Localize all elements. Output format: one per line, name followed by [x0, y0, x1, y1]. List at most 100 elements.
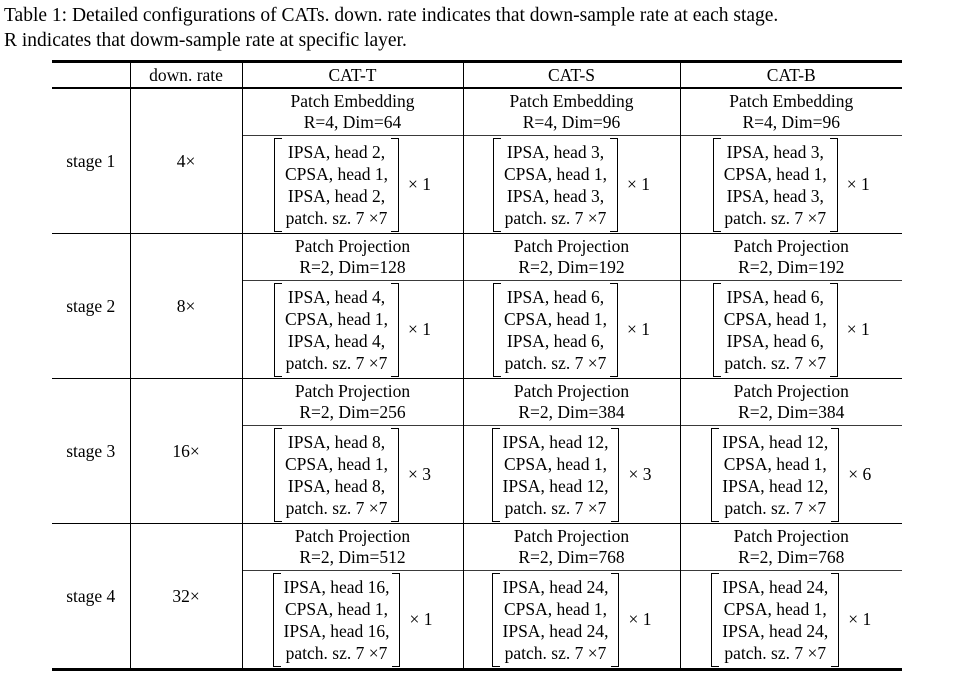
block-line: CPSA, head 1,	[284, 598, 389, 619]
repeat-multiplier: × 3	[628, 464, 652, 484]
block-line: patch. sz. 7 ×7	[285, 352, 388, 373]
config-cell-inner: Patch Projection R=2, Dim=128 IPSA, head…	[242, 234, 463, 378]
patch-layer-name: Patch Projection	[733, 526, 849, 546]
patch-layer-name: Patch Projection	[513, 381, 630, 401]
config-cell-stage2-cat-s: Patch Projection R=2, Dim=192 IPSA, head…	[462, 233, 680, 379]
attention-block: IPSA, head 6, CPSA, head 1, IPSA, head 6…	[464, 281, 680, 378]
block-line: IPSA, head 3,	[726, 141, 824, 162]
col-header-cat-b: CAT-B	[679, 61, 902, 89]
config-cell-inner: Patch Projection R=2, Dim=512 IPSA, head…	[242, 524, 463, 668]
block-line: IPSA, head 8,	[287, 431, 386, 452]
table-row-stage-3: stage 3 16× Patch Projection R=2, Dim=25…	[52, 378, 902, 524]
patch-layer-params: R=2, Dim=192	[518, 256, 625, 277]
repeat-multiplier: × 1	[408, 174, 432, 194]
config-cell-inner: Patch Projection R=2, Dim=384 IPSA, head…	[463, 379, 680, 523]
patch-layer-name: Patch Projection	[294, 381, 411, 401]
bracket-matrix: IPSA, head 2, CPSA, head 1, IPSA, head 2…	[273, 137, 400, 232]
block-line: IPSA, head 24,	[722, 620, 829, 641]
block-line: CPSA, head 1,	[723, 598, 827, 619]
bracket-matrix: IPSA, head 3, CPSA, head 1, IPSA, head 3…	[492, 137, 619, 232]
config-cell-inner: Patch Projection R=2, Dim=192 IPSA, head…	[463, 234, 680, 378]
block-line: patch. sz. 7 ×7	[724, 642, 827, 663]
block-line: IPSA, head 2,	[287, 185, 386, 206]
patch-layer-params: R=4, Dim=96	[742, 111, 841, 132]
patch-layer-name: Patch Projection	[294, 526, 411, 546]
patch-layer-name: Patch Embedding	[290, 91, 415, 111]
patch-layer-name: Patch Projection	[513, 236, 630, 256]
block-line: patch. sz. 7 ×7	[724, 497, 827, 518]
repeat-multiplier: × 6	[848, 464, 872, 484]
block-line: CPSA, head 1,	[723, 308, 827, 329]
patch-layer-params: R=4, Dim=64	[303, 111, 402, 132]
patch-layer-name: Patch Projection	[513, 526, 630, 546]
block-line: IPSA, head 3,	[506, 185, 605, 206]
attention-block: IPSA, head 3, CPSA, head 1, IPSA, head 3…	[681, 136, 903, 233]
block-line: CPSA, head 1,	[723, 453, 827, 474]
repeat-multiplier: × 1	[846, 174, 870, 194]
block-line: CPSA, head 1,	[284, 308, 389, 329]
attention-block: IPSA, head 12, CPSA, head 1, IPSA, head …	[464, 426, 680, 523]
attention-block: IPSA, head 4, CPSA, head 1, IPSA, head 4…	[243, 281, 463, 378]
block-line: CPSA, head 1,	[503, 453, 608, 474]
repeat-multiplier: × 1	[628, 609, 652, 629]
down-rate-value: 8×	[129, 233, 242, 379]
attention-block: IPSA, head 2, CPSA, head 1, IPSA, head 2…	[243, 136, 463, 233]
repeat-multiplier: × 3	[408, 464, 432, 484]
block-line: CPSA, head 1,	[503, 308, 608, 329]
bracket-matrix: IPSA, head 12, CPSA, head 1, IPSA, head …	[711, 427, 840, 522]
patch-layer-header: Patch Projection R=2, Dim=768	[463, 524, 680, 571]
config-cell-stage1-cat-s: Patch Embedding R=4, Dim=96 IPSA, head 3…	[462, 87, 680, 234]
patch-layer-params: R=2, Dim=768	[738, 546, 845, 567]
patch-layer-header: Patch Projection R=2, Dim=192	[463, 234, 680, 281]
patch-layer-header: Patch Projection R=2, Dim=384	[680, 379, 902, 426]
col-header-cat-s: CAT-S	[462, 61, 680, 89]
col-header-stage	[52, 61, 130, 89]
patch-layer-name: Patch Embedding	[729, 91, 854, 111]
block-line: patch. sz. 7 ×7	[504, 207, 607, 228]
table-row-stage-4: stage 4 32× Patch Projection R=2, Dim=51…	[52, 523, 902, 670]
block-line: patch. sz. 7 ×7	[285, 497, 388, 518]
patch-layer-header: Patch Projection R=2, Dim=384	[463, 379, 680, 426]
block-line: IPSA, head 2,	[287, 141, 386, 162]
block-line: IPSA, head 4,	[287, 286, 386, 307]
bracket-matrix: IPSA, head 3, CPSA, head 1, IPSA, head 3…	[712, 137, 838, 232]
block-line: patch. sz. 7 ×7	[504, 352, 607, 373]
stage-label: stage 3	[52, 378, 130, 524]
repeat-multiplier: × 1	[848, 609, 872, 629]
block-line: IPSA, head 6,	[506, 330, 605, 351]
patch-layer-params: R=2, Dim=128	[299, 256, 406, 277]
patch-layer-header: Patch Projection R=2, Dim=512	[242, 524, 463, 571]
patch-layer-params: R=4, Dim=96	[522, 111, 621, 132]
col-header-down-rate: down. rate	[129, 61, 242, 89]
config-cell-stage4-cat-b: Patch Projection R=2, Dim=768 IPSA, head…	[679, 523, 902, 670]
block-line: IPSA, head 24,	[502, 576, 609, 597]
config-cell-inner: Patch Projection R=2, Dim=256 IPSA, head…	[242, 379, 463, 523]
block-line: CPSA, head 1,	[284, 163, 389, 184]
block-line: IPSA, head 4,	[287, 330, 386, 351]
col-header-cat-t: CAT-T	[241, 61, 463, 89]
config-cell-stage1-cat-t: Patch Embedding R=4, Dim=64 IPSA, head 2…	[241, 87, 463, 234]
attention-block: IPSA, head 3, CPSA, head 1, IPSA, head 3…	[464, 136, 680, 233]
repeat-multiplier: × 1	[627, 319, 651, 339]
config-cell-inner: Patch Embedding R=4, Dim=64 IPSA, head 2…	[242, 89, 463, 233]
attention-block: IPSA, head 8, CPSA, head 1, IPSA, head 8…	[243, 426, 463, 523]
patch-layer-name: Patch Embedding	[509, 91, 634, 111]
patch-layer-params: R=2, Dim=192	[738, 256, 845, 277]
patch-layer-name: Patch Projection	[733, 381, 849, 401]
block-line: IPSA, head 6,	[726, 286, 824, 307]
repeat-multiplier: × 1	[846, 319, 870, 339]
patch-layer-params: R=2, Dim=384	[738, 401, 845, 422]
table-header-row: down. rate CAT-T CAT-S CAT-B	[52, 61, 902, 89]
attention-block: IPSA, head 6, CPSA, head 1, IPSA, head 6…	[681, 281, 903, 378]
block-line: IPSA, head 3,	[506, 141, 605, 162]
bracket-matrix: IPSA, head 8, CPSA, head 1, IPSA, head 8…	[273, 427, 400, 522]
bracket-matrix: IPSA, head 6, CPSA, head 1, IPSA, head 6…	[712, 282, 838, 377]
patch-layer-params: R=2, Dim=384	[518, 401, 625, 422]
down-rate-value: 32×	[129, 523, 242, 670]
block-line: patch. sz. 7 ×7	[724, 352, 827, 373]
config-cell-stage2-cat-t: Patch Projection R=2, Dim=128 IPSA, head…	[241, 233, 463, 379]
bracket-matrix: IPSA, head 6, CPSA, head 1, IPSA, head 6…	[492, 282, 619, 377]
bracket-matrix: IPSA, head 24, CPSA, head 1, IPSA, head …	[491, 572, 620, 667]
bracket-matrix: IPSA, head 24, CPSA, head 1, IPSA, head …	[711, 572, 840, 667]
